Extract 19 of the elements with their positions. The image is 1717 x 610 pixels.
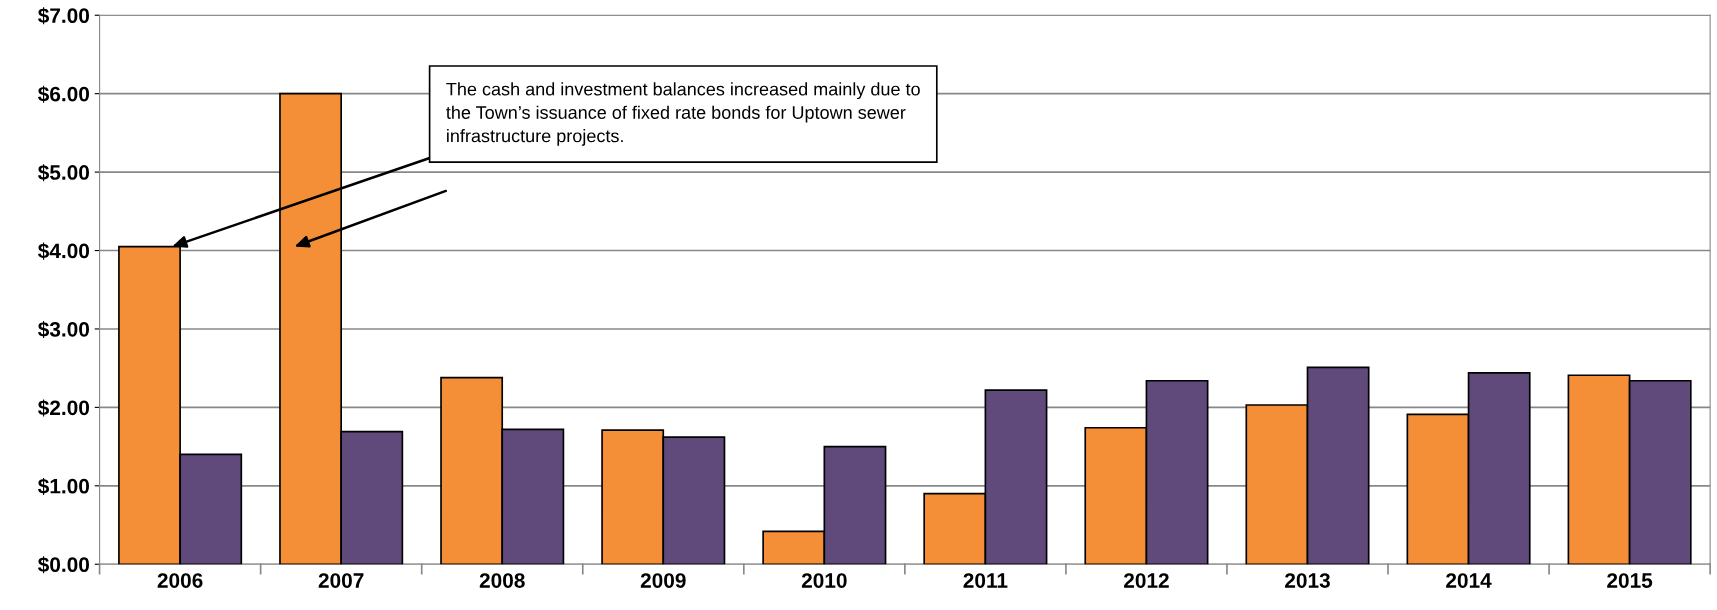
y-tick-label: $5.00 [38, 164, 90, 182]
y-tick-label: $6.00 [38, 85, 90, 103]
y-tick-label: $0.00 [38, 556, 90, 574]
x-tick-label: 2013 [1285, 573, 1330, 588]
x-tick-label: 2007 [318, 573, 364, 588]
x-tick-label: 2006 [157, 573, 203, 588]
y-tick-label: $2.00 [38, 399, 90, 417]
annotation: The cash and investment balances increased mainly due to the Town’s issuance of fixed rate bonds for Uptown sewer infrastructure projects. [446, 82, 920, 146]
x-tick-label: 2009 [640, 573, 686, 588]
x-tick-label: 2014 [1446, 573, 1492, 588]
x-tick-label: 2010 [801, 573, 847, 588]
y-tick-label: $1.00 [38, 477, 90, 495]
x-tick-label: 2011 [963, 573, 1008, 588]
y-tick-label: $7.00 [38, 7, 90, 25]
y-tick-label: $4.00 [38, 242, 90, 260]
x-tick-label: 2012 [1123, 573, 1169, 588]
x-tick-label: 2008 [479, 573, 525, 588]
x-tick-label: 2015 [1607, 573, 1653, 588]
y-tick-label: $3.00 [38, 321, 90, 339]
